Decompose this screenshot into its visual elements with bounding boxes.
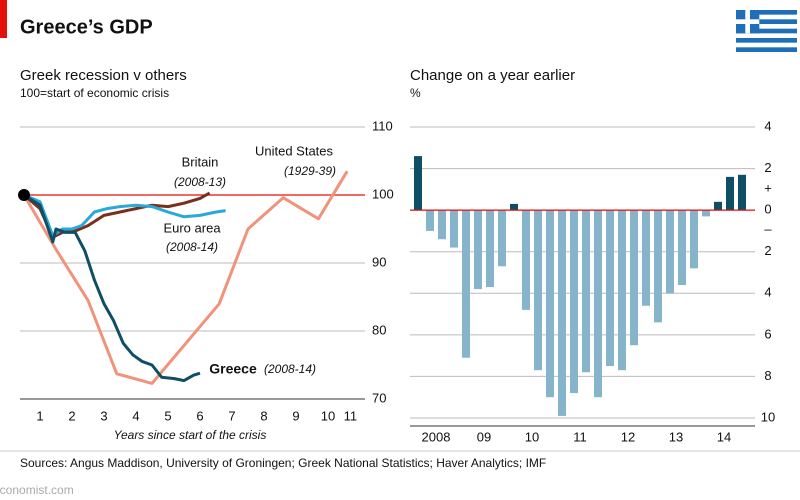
y-tick-label: 2 — [764, 243, 771, 258]
brand-bar — [0, 0, 7, 38]
x-axis-title: Years since start of the crisis — [114, 428, 267, 442]
series-period: (2008-14) — [264, 362, 316, 376]
series-period: (1929-39) — [284, 164, 336, 178]
x-tick-label: 2008 — [422, 429, 451, 444]
site-name: economist.com — [0, 483, 74, 497]
bar — [714, 201, 722, 211]
x-tick-label: 4 — [132, 408, 139, 423]
y-tick-label: 4 — [764, 285, 771, 300]
series-line — [22, 170, 349, 385]
bar — [486, 210, 494, 288]
bar — [606, 210, 614, 367]
y-tick-label: 4 — [764, 118, 771, 133]
chart-subtitle: 100=start of economic crisis — [20, 86, 169, 100]
series-label: Euro area — [163, 220, 221, 235]
bar — [546, 210, 554, 398]
sign-label: – — [764, 221, 772, 236]
y-tick-label: 90 — [372, 254, 386, 269]
bar — [738, 174, 746, 211]
x-tick-label: 1 — [36, 408, 43, 423]
bar — [438, 210, 446, 240]
bar — [630, 210, 638, 346]
chart-title: Change on a year earlier — [410, 67, 575, 84]
y-tick-label: 80 — [372, 322, 386, 337]
bar — [666, 210, 674, 294]
series-label: United States — [255, 143, 334, 158]
bar — [558, 210, 566, 416]
bar — [522, 210, 530, 310]
bar — [450, 210, 458, 248]
bar — [654, 210, 662, 323]
series-period: (2008-14) — [166, 240, 218, 254]
page-title: Greece’s GDP — [20, 16, 153, 38]
bar — [594, 210, 602, 398]
bar — [726, 176, 734, 211]
x-tick-label: 12 — [621, 429, 635, 444]
chart-title: Greek recession v others — [20, 67, 187, 84]
bar — [642, 210, 650, 306]
x-tick-label: 13 — [669, 429, 683, 444]
y-tick-label: 70 — [372, 390, 386, 405]
sign-label: + — [764, 180, 772, 195]
bar — [690, 210, 698, 269]
series-label: Greece — [209, 361, 257, 377]
bar — [498, 210, 506, 267]
x-tick-label: 10 — [321, 408, 335, 423]
bar — [618, 210, 626, 371]
x-tick-label: 11 — [573, 429, 587, 444]
bar — [678, 210, 686, 285]
bar — [474, 210, 482, 290]
bar — [702, 210, 710, 217]
x-tick-label: 8 — [260, 408, 267, 423]
bar — [462, 210, 470, 358]
x-tick-label: 7 — [228, 408, 235, 423]
y-tick-label: 2 — [764, 160, 771, 175]
y-tick-label: 10 — [761, 409, 775, 424]
y-tick-label: 6 — [764, 326, 771, 341]
y-tick-label: 8 — [764, 368, 771, 383]
chart-subtitle: % — [410, 86, 421, 100]
x-tick-label: 14 — [717, 429, 731, 444]
bar — [570, 210, 578, 394]
x-tick-label: 2 — [68, 408, 75, 423]
x-tick-label: 09 — [477, 429, 491, 444]
y-tick-label: 110 — [372, 118, 393, 133]
bar — [534, 210, 542, 371]
bar — [414, 156, 422, 211]
series-period: (2008-13) — [174, 175, 226, 189]
source-note: Sources: Angus Maddison, University of G… — [20, 456, 546, 470]
x-tick-label: 9 — [292, 408, 299, 423]
x-tick-label: 10 — [525, 429, 539, 444]
series-line — [23, 193, 201, 383]
series-label: Britain — [182, 154, 219, 169]
start-marker — [18, 189, 30, 201]
y-tick-label: 100 — [372, 186, 394, 201]
greek-flag — [736, 10, 797, 52]
bar — [510, 203, 518, 211]
bar — [582, 210, 590, 373]
bar — [426, 210, 434, 231]
y-tick-label: 0 — [764, 202, 771, 217]
series-line — [23, 193, 226, 238]
x-tick-label: 6 — [196, 408, 203, 423]
x-tick-label: 3 — [100, 408, 107, 423]
x-tick-label: 11 — [344, 408, 358, 423]
x-tick-label: 5 — [164, 408, 171, 423]
